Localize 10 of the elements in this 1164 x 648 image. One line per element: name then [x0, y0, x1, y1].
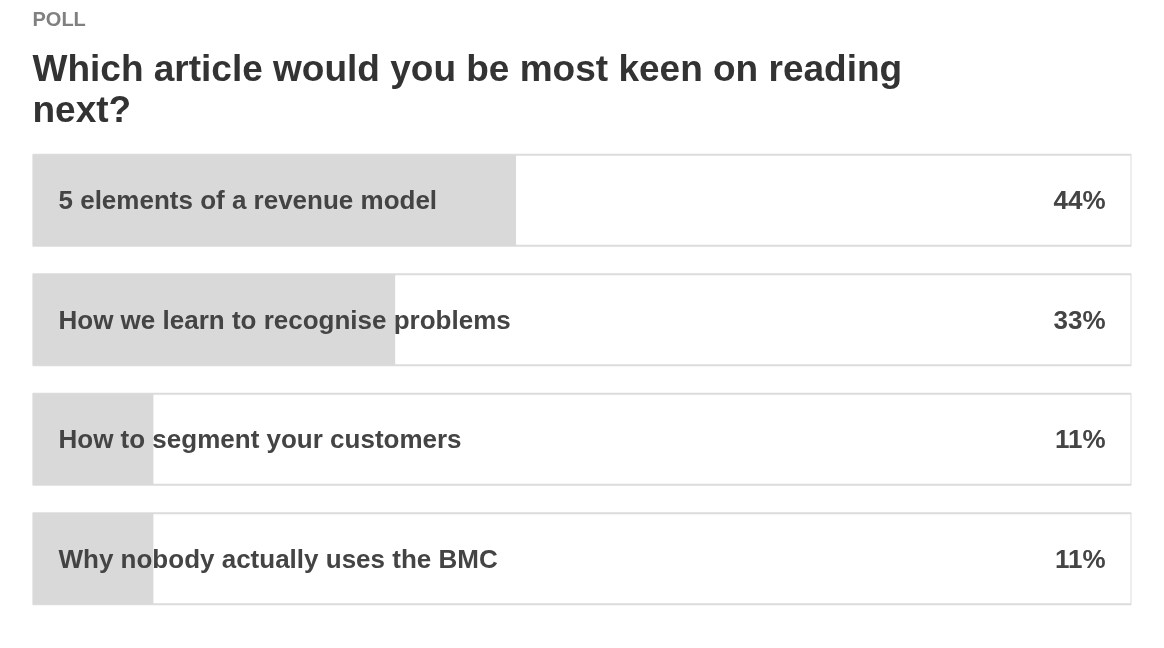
- data-label: 11%: [1054, 424, 1106, 455]
- data-label: 44%: [1053, 185, 1106, 216]
- data-label: 33%: [1053, 304, 1106, 335]
- y-tick-label: How we learn to recognise problems: [58, 304, 511, 335]
- y-tick-label: Why nobody actually uses the BMC: [58, 543, 498, 574]
- data-label: 11%: [1054, 543, 1106, 574]
- y-tick-label: How to segment your customers: [58, 424, 462, 455]
- chart-title: Which article would you be most keen on reading next?: [32, 47, 903, 130]
- chart-subtitle: POLL: [32, 7, 86, 30]
- y-tick-label: 5 elements of a revenue model: [58, 185, 438, 216]
